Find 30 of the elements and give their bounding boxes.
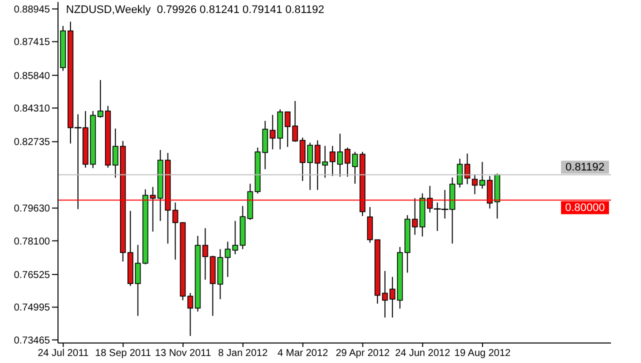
y-tick-label: 0.76525: [14, 270, 50, 281]
y-tick-label: 0.85840: [14, 70, 50, 82]
candlestick: [202, 228, 208, 280]
candlestick: [472, 174, 478, 195]
candlestick: [486, 176, 493, 210]
x-tick-label: 18 Sep 2011: [95, 348, 152, 360]
y-tick-label: 0.87415: [14, 37, 50, 48]
candlestick: [479, 161, 486, 190]
x-tick-label: 29 Apr 2012: [336, 348, 390, 360]
candlestick: [232, 220, 238, 255]
y-tick-label: 0.88945: [14, 4, 50, 16]
candlestick: [172, 202, 178, 260]
ref-line-label: 0.81192: [566, 162, 604, 174]
y-tick-label: 0.79630: [14, 204, 50, 215]
chart-title: NZDUSD,Weekly 0.79926 0.81241 0.79141 0.81192: [66, 4, 324, 16]
candlestick: [187, 292, 194, 336]
x-tick-label: 19 Aug 2012: [454, 348, 512, 360]
y-tick-label: 0.74995: [14, 302, 50, 314]
x-tick-label: 4 Mar 2012: [278, 348, 329, 360]
x-tick-label: 13 Nov 2011: [155, 348, 212, 360]
y-tick-label: 0.73465: [14, 335, 50, 346]
x-tick-label: 24 Jun 2012: [395, 348, 451, 360]
candlestick: [456, 158, 463, 188]
ref-line-label: 0.80000: [565, 202, 605, 214]
x-tick-label: 8 Jan 2012: [218, 348, 268, 360]
candlestick: [224, 241, 231, 278]
y-tick-label: 0.78100: [14, 236, 50, 248]
y-tick-label: 0.82735: [14, 137, 50, 148]
y-tick-label: 0.84310: [14, 104, 50, 115]
x-tick-label: 24 Jul 2011: [38, 348, 90, 360]
